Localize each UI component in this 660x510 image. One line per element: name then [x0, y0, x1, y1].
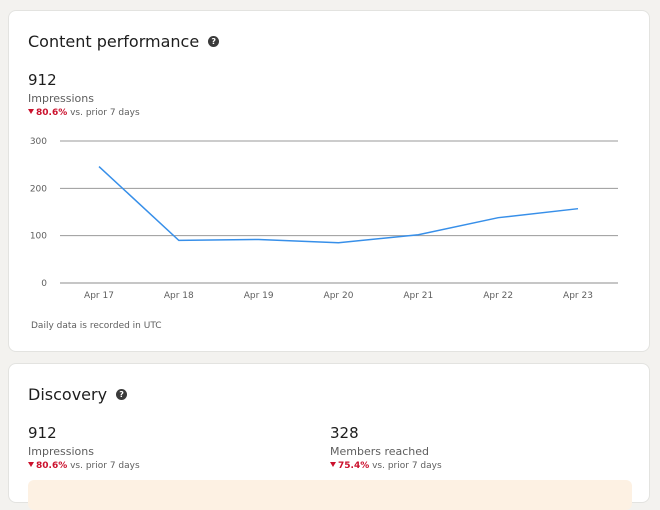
caret-down-icon — [330, 462, 336, 467]
content-performance-heading: Content performance ? — [28, 32, 220, 51]
impressions-value: 912 — [28, 71, 57, 89]
question-circle-icon[interactable]: ? — [208, 36, 220, 47]
discovery-impressions-delta-pct: 80.6% — [36, 461, 68, 471]
utc-note: Daily data is recorded in UTC — [31, 321, 162, 331]
discovery-heading: Discovery ? — [28, 385, 128, 404]
impressions-line-chart: 0 100 200 300 Apr 17 Apr 18 Apr 19 Apr 20 Apr 21… — [30, 137, 618, 301]
impressions-delta-pct: 80.6% — [36, 108, 68, 118]
x-tick-label: Apr 18 — [164, 291, 194, 301]
content-performance-title: Content performance — [28, 32, 200, 51]
x-tick-label: Apr 20 — [324, 291, 354, 301]
question-circle-icon[interactable]: ? — [116, 389, 128, 400]
caret-down-icon — [28, 462, 34, 467]
caret-down-icon — [28, 109, 34, 114]
x-tick-label: Apr 21 — [403, 291, 433, 301]
impressions-delta: 80.6% vs. prior 7 days — [28, 108, 140, 118]
impressions-delta-text: vs. prior 7 days — [70, 108, 140, 118]
impressions-series-line[interactable] — [98, 166, 579, 244]
members-reached-delta-text: vs. prior 7 days — [372, 461, 442, 471]
discovery-impressions-delta-text: vs. prior 7 days — [70, 461, 140, 471]
y-tick-label: 200 — [30, 184, 47, 194]
x-tick-label: Apr 17 — [84, 291, 114, 301]
discovery-impressions-delta: 80.6% vs. prior 7 days — [28, 461, 140, 471]
members-reached-label: Members reached — [330, 445, 430, 458]
x-tick-label: Apr 22 — [483, 291, 513, 301]
discovery-impressions-label: Impressions — [28, 445, 94, 458]
members-reached-delta-pct: 75.4% — [338, 461, 370, 471]
content-performance-card: Content performance ? 912 Impressions 80… — [8, 10, 650, 352]
members-reached-value: 328 — [330, 424, 359, 442]
notice-banner — [28, 480, 632, 510]
impressions-label: Impressions — [28, 92, 94, 105]
members-reached-delta: 75.4% vs. prior 7 days — [330, 461, 442, 471]
discovery-card: Discovery ? 912 Impressions 80.6% vs. pr… — [8, 363, 650, 510]
y-tick-label: 100 — [30, 232, 47, 242]
discovery-title: Discovery — [28, 385, 108, 404]
y-tick-label: 0 — [41, 279, 47, 289]
discovery-impressions-value: 912 — [28, 424, 57, 442]
x-tick-label: Apr 19 — [244, 291, 274, 301]
x-tick-label: Apr 23 — [563, 291, 593, 301]
y-tick-label: 300 — [30, 137, 47, 147]
